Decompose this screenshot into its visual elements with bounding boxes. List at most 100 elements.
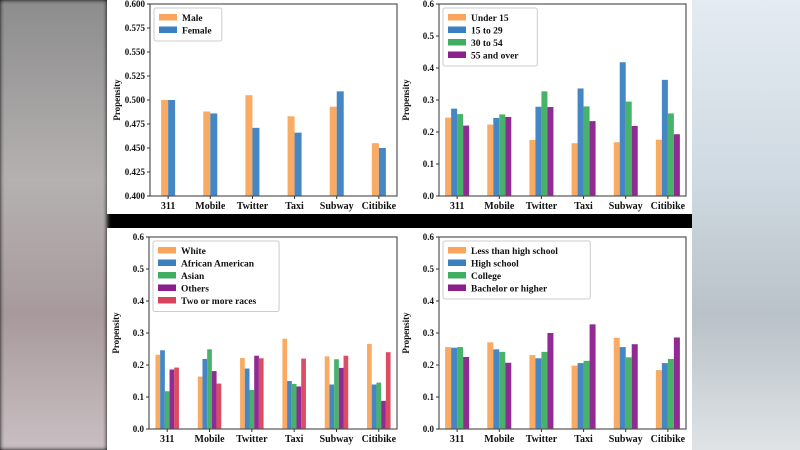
x-tick-label: Subway bbox=[609, 201, 643, 212]
bar bbox=[245, 95, 253, 196]
bar bbox=[240, 357, 245, 429]
x-tick-label: 311 bbox=[450, 201, 464, 212]
bar bbox=[583, 106, 590, 196]
bar bbox=[613, 337, 620, 429]
bar bbox=[589, 121, 596, 196]
bar bbox=[673, 337, 680, 429]
bar bbox=[282, 338, 288, 429]
x-tick-label: Subway bbox=[320, 434, 354, 445]
y-tick-label: 0.1 bbox=[133, 392, 145, 402]
bar bbox=[296, 386, 302, 429]
bar bbox=[334, 359, 339, 429]
legend-label: Less than high school bbox=[471, 247, 558, 257]
y-tick-label: 0.6 bbox=[423, 232, 435, 242]
blurred-background-left bbox=[0, 0, 107, 450]
bar bbox=[174, 367, 179, 429]
legend-label: Others bbox=[181, 285, 209, 295]
legend-swatch bbox=[448, 39, 466, 46]
bar bbox=[673, 134, 680, 196]
legend-label: African American bbox=[181, 260, 255, 270]
legend-swatch bbox=[448, 272, 466, 279]
bar bbox=[376, 382, 382, 429]
bar bbox=[547, 333, 554, 429]
legend-swatch bbox=[159, 14, 177, 21]
bar bbox=[613, 142, 620, 196]
bar bbox=[367, 343, 372, 429]
y-tick-label: 0.500 bbox=[125, 95, 146, 105]
x-tick-label: Subway bbox=[609, 434, 643, 445]
bar bbox=[457, 347, 464, 429]
bar bbox=[541, 351, 548, 429]
y-axis-label: Propensity bbox=[112, 79, 122, 121]
y-tick-label: 0.475 bbox=[125, 119, 146, 129]
bar bbox=[661, 79, 668, 196]
bar bbox=[463, 125, 470, 196]
legend bbox=[442, 240, 591, 300]
x-tick-label: Citibike bbox=[651, 201, 686, 212]
bar bbox=[155, 354, 161, 429]
bar bbox=[499, 114, 506, 196]
legend-swatch bbox=[448, 14, 466, 21]
bar bbox=[505, 362, 512, 429]
y-tick-label: 0.3 bbox=[133, 328, 145, 338]
bar bbox=[294, 132, 302, 196]
legend-label: Female bbox=[182, 27, 212, 37]
legend-label: 15 to 29 bbox=[471, 27, 503, 37]
legend-label: College bbox=[471, 272, 501, 282]
x-tick-label: 311 bbox=[450, 434, 464, 445]
y-tick-label: 0.4 bbox=[423, 296, 435, 306]
y-tick-label: 0.4 bbox=[423, 63, 435, 73]
x-tick-label: Citibike bbox=[651, 434, 686, 445]
y-tick-label: 0.3 bbox=[423, 328, 435, 338]
legend-swatch bbox=[158, 272, 176, 279]
x-tick-label: Mobile bbox=[195, 201, 226, 212]
bar bbox=[249, 389, 255, 429]
bar bbox=[445, 347, 452, 429]
x-tick-label: 311 bbox=[160, 434, 174, 445]
bar bbox=[463, 357, 470, 429]
y-tick-label: 0.575 bbox=[125, 23, 146, 33]
bar bbox=[287, 381, 292, 429]
x-tick-label: 311 bbox=[161, 201, 175, 212]
x-tick-label: Taxi bbox=[574, 434, 593, 445]
bar bbox=[385, 352, 391, 429]
bar bbox=[661, 363, 668, 429]
y-tick-label: 0.5 bbox=[423, 31, 435, 41]
bar bbox=[301, 358, 306, 429]
bar bbox=[378, 148, 386, 196]
y-tick-label: 0.400 bbox=[125, 191, 146, 201]
bar bbox=[211, 371, 217, 429]
bar bbox=[589, 324, 596, 429]
x-tick-label: Twitter bbox=[526, 434, 558, 445]
bar bbox=[487, 342, 494, 429]
bar bbox=[631, 125, 638, 196]
legend-swatch bbox=[158, 247, 176, 254]
y-tick-label: 0.1 bbox=[423, 159, 435, 169]
bar bbox=[625, 101, 632, 196]
bar bbox=[287, 116, 295, 196]
y-tick-label: 0.550 bbox=[125, 47, 146, 57]
x-tick-label: Twitter bbox=[526, 201, 558, 212]
y-tick-label: 0.0 bbox=[423, 424, 435, 434]
blurred-background-right bbox=[692, 0, 800, 450]
legend-label: Under 15 bbox=[471, 14, 509, 24]
y-tick-label: 0.2 bbox=[423, 127, 435, 137]
bar bbox=[619, 347, 626, 429]
legend-label: White bbox=[181, 247, 206, 257]
x-tick-label: Twitter bbox=[236, 434, 268, 445]
legend-swatch bbox=[158, 284, 176, 291]
legend-label: High school bbox=[471, 260, 519, 270]
y-tick-label: 0.2 bbox=[423, 360, 435, 370]
y-tick-label: 0.425 bbox=[125, 167, 146, 177]
legend-label: Two or more races bbox=[181, 297, 256, 307]
y-tick-label: 0.4 bbox=[133, 296, 145, 306]
y-tick-label: 0.5 bbox=[133, 264, 145, 274]
y-tick-label: 0.2 bbox=[133, 360, 145, 370]
bar bbox=[254, 355, 259, 429]
y-tick-label: 0.600 bbox=[125, 0, 146, 9]
bar bbox=[655, 139, 662, 196]
bar bbox=[169, 369, 175, 429]
legend-swatch bbox=[159, 26, 177, 33]
x-tick-label: Taxi bbox=[285, 201, 304, 212]
